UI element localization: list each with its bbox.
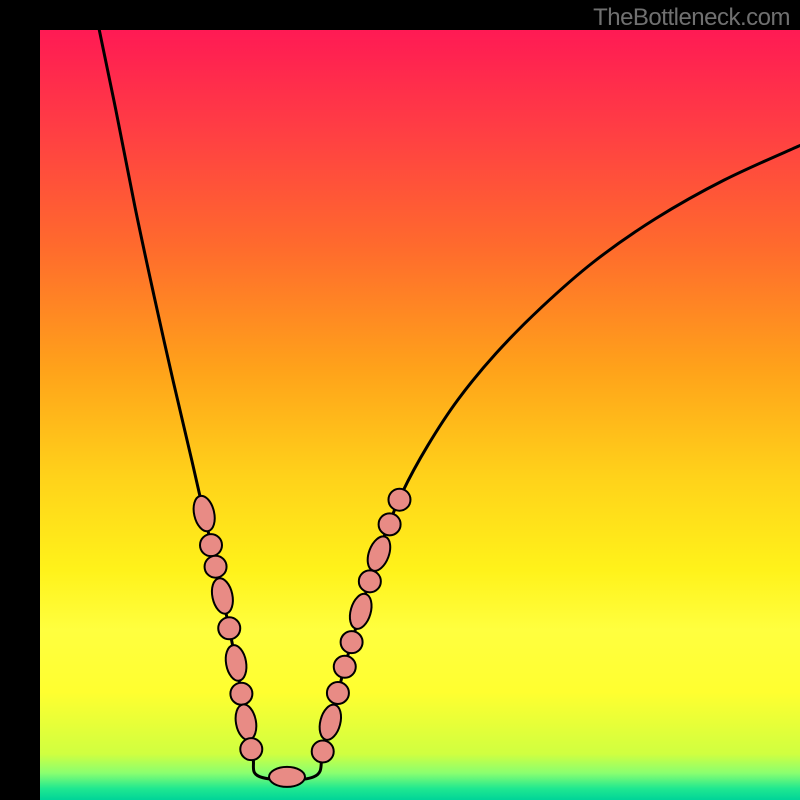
chart-svg [40, 30, 800, 800]
chart-plot-area [40, 30, 800, 800]
data-marker [240, 738, 262, 760]
data-marker [218, 617, 240, 639]
data-marker [379, 513, 401, 535]
data-marker [312, 740, 334, 762]
data-marker [327, 682, 349, 704]
chart-background [40, 30, 800, 800]
data-marker [359, 570, 381, 592]
data-marker [269, 767, 305, 787]
watermark-text: TheBottleneck.com [593, 4, 790, 32]
data-marker [388, 489, 410, 511]
data-marker [200, 534, 222, 556]
data-marker [230, 683, 252, 705]
data-marker [205, 556, 227, 578]
data-marker [341, 631, 363, 653]
data-marker [334, 656, 356, 678]
